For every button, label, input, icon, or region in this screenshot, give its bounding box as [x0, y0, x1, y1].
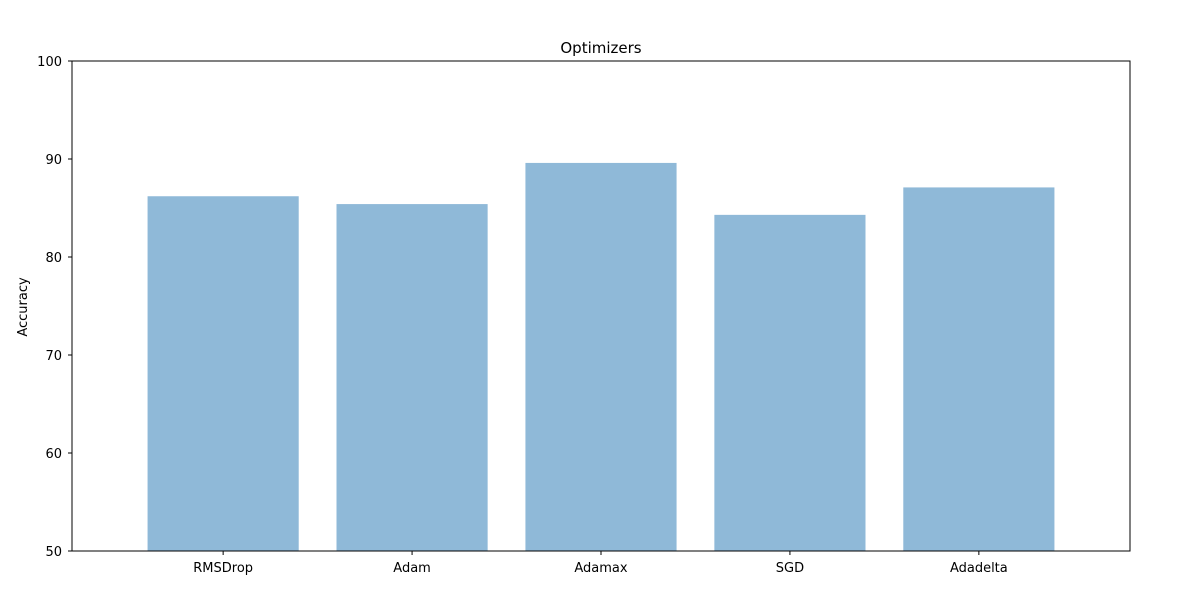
x-tick-label-adam: Adam	[393, 561, 431, 576]
bar-adamax	[525, 162, 677, 552]
chart-title: Optimizers	[560, 39, 641, 57]
y-tick-label: 90	[45, 153, 62, 168]
bar-sgd	[714, 214, 866, 552]
x-tick-label-adamax: Adamax	[574, 561, 628, 576]
bar-rmsdrop	[147, 196, 299, 552]
y-tick-label: 50	[45, 545, 62, 560]
y-axis-ticks: 50 60 70 80 90 100	[37, 55, 72, 560]
x-axis-ticks: RMSDrop Adam Adamax SGD Adadelta	[193, 551, 1008, 576]
bar-adam	[336, 204, 488, 551]
y-tick-label: 70	[45, 349, 62, 364]
y-axis-label: Accuracy	[16, 277, 31, 337]
plot-frame	[71, 60, 1131, 552]
y-tick-label: 100	[37, 55, 62, 70]
x-tick-label-sgd: SGD	[776, 561, 804, 576]
y-tick-label: 80	[45, 251, 62, 266]
bar-adadelta	[903, 187, 1055, 552]
x-tick-label-rmsdrop: RMSDrop	[193, 561, 253, 576]
x-tick-label-adadelta: Adadelta	[950, 561, 1008, 576]
bars-group	[147, 162, 1055, 552]
y-tick-label: 60	[45, 447, 62, 462]
